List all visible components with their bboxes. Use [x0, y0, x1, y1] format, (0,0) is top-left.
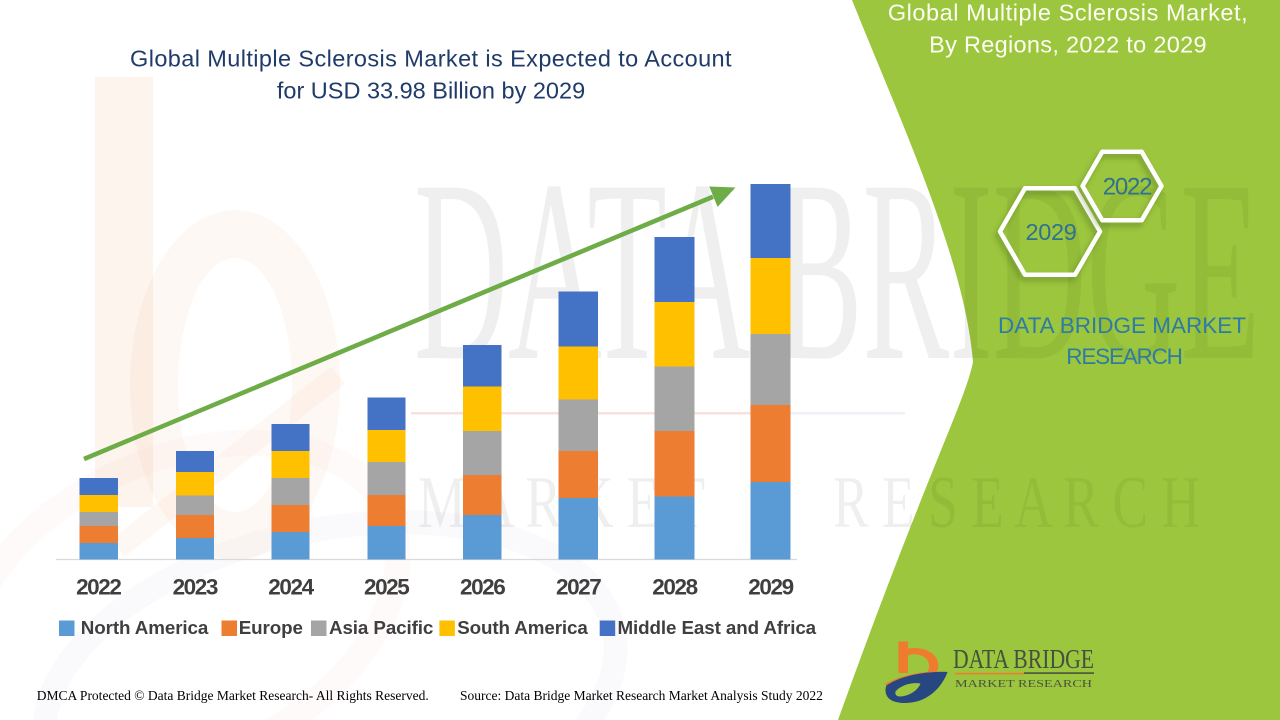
svg-text:2022: 2022 [76, 575, 121, 600]
svg-text:Asia Pacific: Asia Pacific [329, 617, 433, 638]
svg-text:MARKET RESEARCH: MARKET RESEARCH [955, 679, 1092, 690]
svg-text:Source: Data Bridge Market Res: Source: Data Bridge Market Research Mark… [460, 688, 823, 703]
svg-text:South America: South America [457, 617, 588, 638]
svg-text:2029: 2029 [748, 575, 793, 600]
svg-text:Middle East and Africa: Middle East and Africa [618, 617, 817, 638]
svg-text:DATA BRIDGE: DATA BRIDGE [953, 644, 1094, 674]
svg-text:Global Multiple Sclerosis Mark: Global Multiple Sclerosis Market is Expe… [130, 46, 732, 72]
svg-text:for USD 33.98 Billion by 2029: for USD 33.98 Billion by 2029 [277, 78, 585, 104]
svg-text:DMCA Protected © Data Bridge M: DMCA Protected © Data Bridge Market Rese… [37, 688, 429, 703]
svg-text:2025: 2025 [364, 575, 409, 600]
svg-text:2026: 2026 [460, 575, 505, 600]
svg-text:Global Multiple Sclerosis Mark: Global Multiple Sclerosis Market, [888, 0, 1248, 26]
svg-text:Europe: Europe [239, 617, 303, 638]
svg-text:2028: 2028 [652, 575, 697, 600]
svg-text:DATA BRIDGE MARKET: DATA BRIDGE MARKET [998, 313, 1246, 338]
svg-text:RESEARCH: RESEARCH [1066, 344, 1181, 369]
svg-text:2024: 2024 [268, 575, 314, 600]
svg-text:2023: 2023 [173, 575, 218, 600]
svg-text:North America: North America [81, 617, 209, 638]
svg-text:2029: 2029 [1025, 219, 1076, 245]
svg-text:2027: 2027 [556, 575, 601, 600]
svg-text:By Regions, 2022 to 2029: By Regions, 2022 to 2029 [929, 32, 1207, 58]
svg-text:2022: 2022 [1103, 174, 1152, 201]
